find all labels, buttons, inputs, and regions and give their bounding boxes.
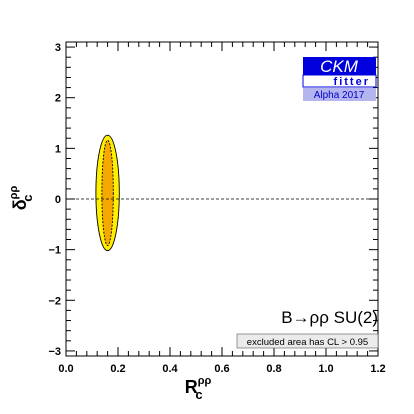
x-tick-label: 0.6 bbox=[214, 363, 229, 375]
x-axis-title: Rρρ c bbox=[185, 375, 212, 402]
y-tick-label: 3 bbox=[55, 42, 61, 54]
x-axis-title-sub: c bbox=[195, 387, 202, 402]
y-tick-label: −1 bbox=[48, 245, 61, 257]
y-axis-title: δρρc bbox=[8, 186, 35, 211]
x-tick-label: 1.2 bbox=[370, 363, 385, 375]
x-tick-label: 0.8 bbox=[266, 363, 281, 375]
logo-top-panel bbox=[303, 57, 376, 75]
contour-region-inner bbox=[101, 139, 114, 247]
y-tick-label: 1 bbox=[55, 143, 61, 155]
x-tick-label: 0.2 bbox=[110, 363, 125, 375]
logo-sub-panel bbox=[302, 74, 377, 88]
y-tick-label: −3 bbox=[48, 346, 61, 358]
logo-name: CKM bbox=[320, 57, 359, 76]
x-axis-title-sup: ρρ bbox=[198, 375, 212, 387]
y-axis-title-sub: c bbox=[20, 194, 35, 201]
y-tick-label: 2 bbox=[55, 93, 61, 105]
axis-tick-labels: 0.0 0.2 0.4 0.6 0.8 1.0 1.2 3 2 1 0 −1 −2 −3 bbox=[48, 42, 385, 375]
logo-year: Alpha 2017 bbox=[314, 90, 365, 101]
ckmfitter-logo: CKM fitter Alpha 2017 bbox=[302, 57, 377, 101]
logo-sub: fitter bbox=[334, 76, 370, 88]
y-tick-label: 0 bbox=[55, 194, 61, 206]
y-axis-title-base: δ bbox=[10, 199, 30, 210]
y-axis-title-sup: ρρ bbox=[8, 186, 20, 200]
x-tick-label: 1.0 bbox=[318, 363, 333, 375]
y-tick-label: −2 bbox=[48, 295, 61, 307]
x-axis-title-base: R bbox=[185, 377, 198, 397]
contour-regions bbox=[95, 134, 120, 252]
x-tick-label: 0.0 bbox=[58, 363, 73, 375]
logo-year-panel bbox=[303, 88, 376, 101]
process-label: B→ρρ SU(2) bbox=[281, 308, 378, 327]
cl-note-text: excluded area has CL > 0.95 bbox=[247, 337, 368, 348]
x-tick-label: 0.4 bbox=[162, 363, 178, 375]
cl-note-box bbox=[236, 333, 379, 349]
cl-note: excluded area has CL > 0.95 bbox=[236, 333, 379, 349]
